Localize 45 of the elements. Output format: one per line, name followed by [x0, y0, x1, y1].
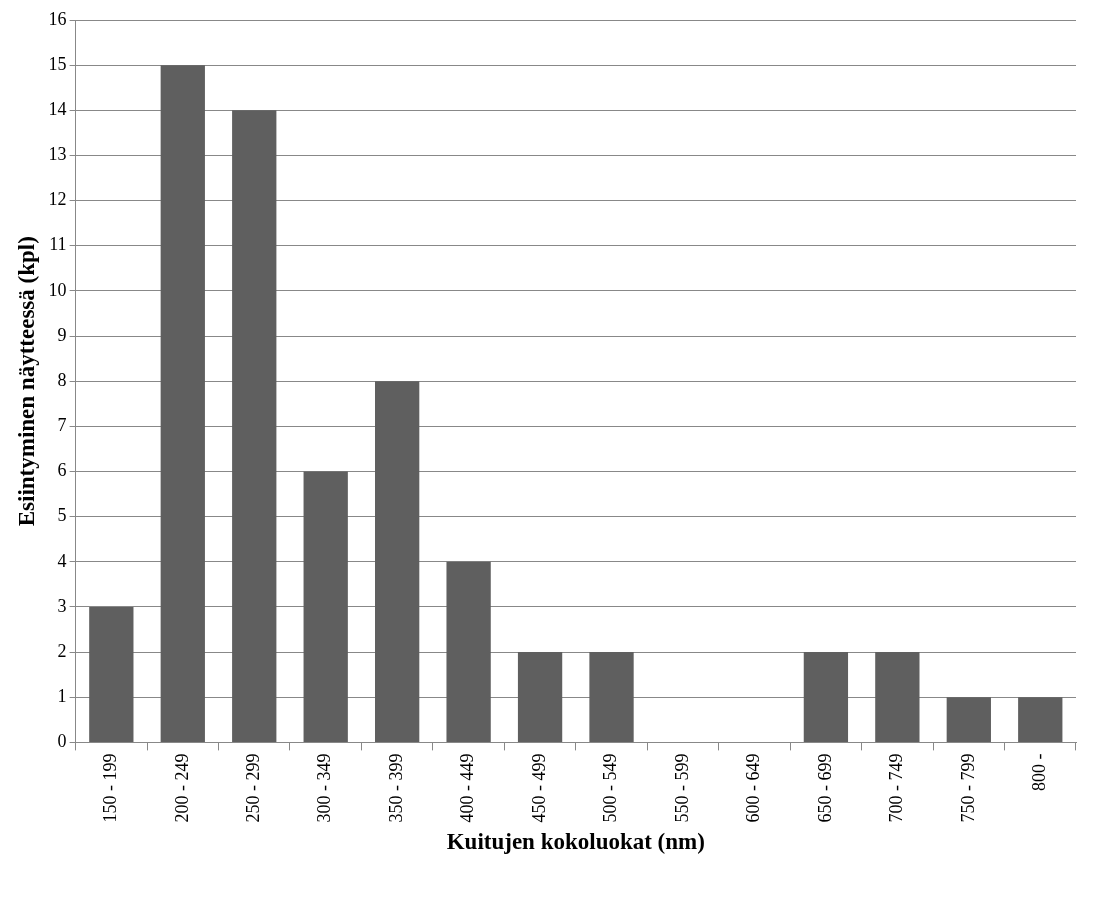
x-tick-label: 300 - 349	[314, 753, 335, 823]
bar	[875, 652, 920, 742]
y-tick-label: 7	[57, 415, 67, 436]
x-tick-label: 450 - 499	[528, 753, 549, 823]
y-tick-label: 4	[57, 550, 67, 571]
x-tick-label: 150 - 199	[100, 753, 121, 823]
y-tick-label: 15	[48, 53, 67, 74]
bar	[232, 110, 277, 742]
bar	[589, 652, 634, 742]
x-tick-label: 700 - 749	[886, 753, 907, 823]
x-tick-label: 550 - 599	[671, 753, 692, 823]
y-tick-label: 2	[57, 640, 67, 661]
bar	[517, 652, 563, 742]
y-tick-label: 8	[57, 369, 67, 390]
x-tick-label: 250 - 299	[242, 753, 263, 823]
bar	[946, 697, 991, 742]
x-tick-label: 600 - 649	[743, 753, 764, 823]
bar	[446, 561, 491, 742]
y-tick-label: 10	[48, 279, 67, 300]
y-tick-label: 9	[57, 324, 67, 345]
y-tick-label: 5	[57, 505, 67, 526]
bar	[375, 381, 420, 742]
y-tick-label: 3	[57, 595, 67, 616]
y-tick-label: 6	[57, 460, 67, 481]
x-axis-title: Kuitujen kokoluokat (nm)	[446, 829, 705, 855]
x-tick-label: 650 - 699	[814, 753, 835, 823]
x-tick-label: 750 - 799	[957, 753, 978, 823]
y-axis-title: Esiintyminen näytteessä (kpl)	[13, 236, 39, 527]
bar	[1018, 697, 1063, 742]
y-tick-label: 14	[48, 99, 67, 120]
y-tick-label: 12	[48, 189, 67, 210]
y-tick-label: 13	[48, 144, 67, 165]
y-tick-label: 11	[49, 234, 67, 255]
x-tick-label: 350 - 399	[385, 753, 406, 823]
x-tick-label: 200 - 249	[171, 753, 192, 823]
bar	[803, 652, 849, 742]
x-tick-label: 800 -	[1029, 753, 1050, 791]
x-tick-label: 500 - 549	[600, 753, 621, 823]
x-tick-label: 400 - 449	[457, 753, 478, 823]
bar	[160, 65, 205, 742]
bar	[89, 606, 134, 742]
bar	[303, 471, 348, 742]
y-tick-label: 16	[48, 8, 67, 29]
y-tick-label: 0	[57, 731, 67, 752]
y-tick-label: 1	[57, 685, 67, 706]
